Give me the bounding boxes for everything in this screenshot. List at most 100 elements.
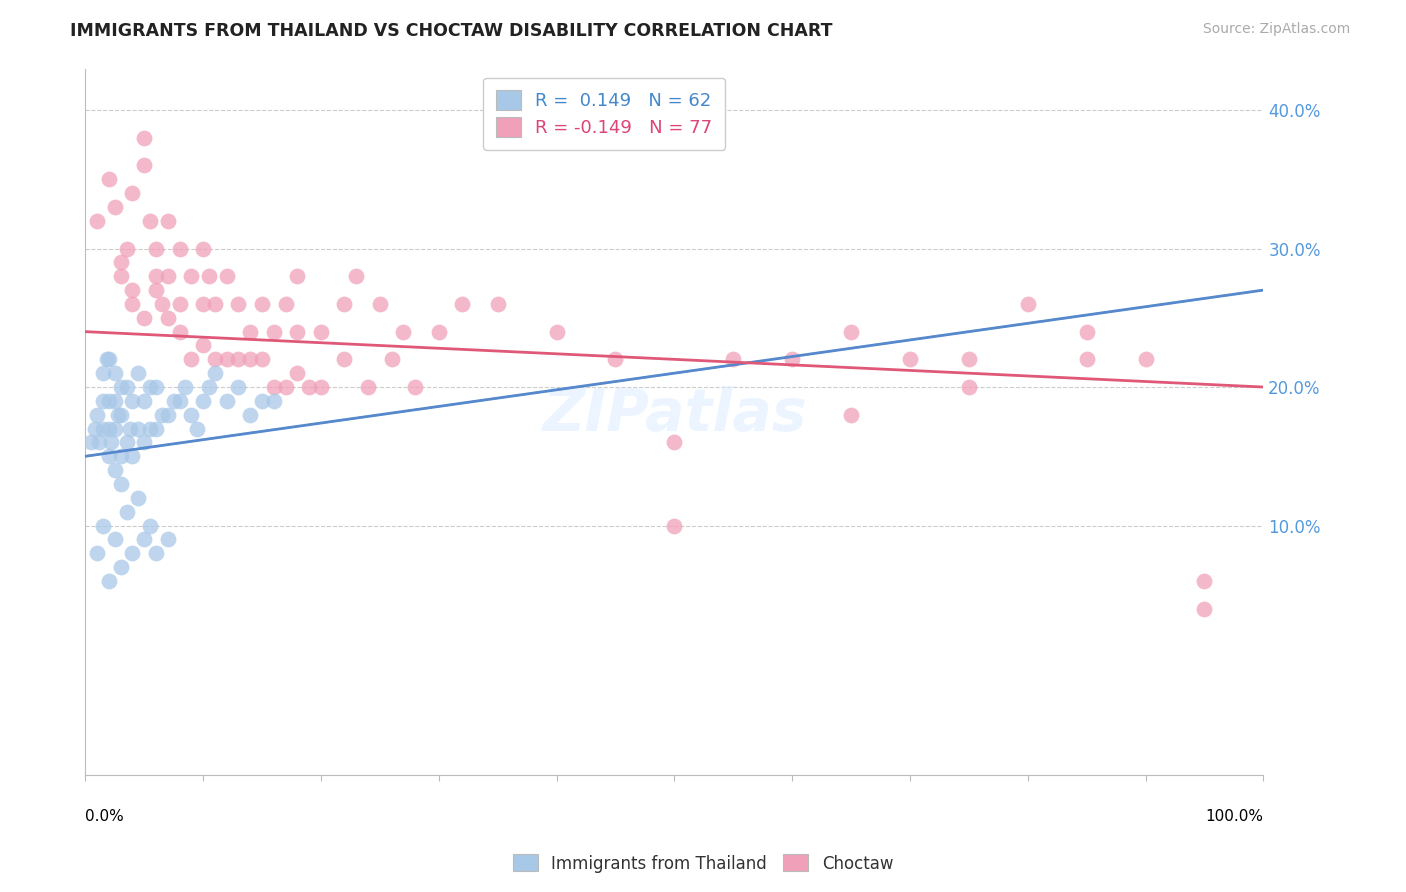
Point xyxy=(156,408,179,422)
Point xyxy=(139,518,162,533)
Point xyxy=(97,393,120,408)
Point xyxy=(97,172,120,186)
Point xyxy=(191,393,214,408)
Point xyxy=(104,421,127,435)
Point xyxy=(228,352,250,367)
Point xyxy=(180,352,202,367)
Point xyxy=(333,352,356,367)
Point xyxy=(156,310,179,325)
Point xyxy=(344,269,367,284)
Point xyxy=(215,269,238,284)
Point xyxy=(145,269,167,284)
Point xyxy=(274,380,297,394)
Point xyxy=(169,325,191,339)
Point xyxy=(191,338,214,352)
Point xyxy=(1194,601,1216,615)
Point xyxy=(1194,574,1216,588)
Point xyxy=(110,450,132,464)
Point xyxy=(180,269,202,284)
Point xyxy=(110,255,132,269)
Point xyxy=(150,297,173,311)
Point xyxy=(107,408,129,422)
Point xyxy=(285,269,308,284)
Point xyxy=(381,352,404,367)
Point xyxy=(198,269,221,284)
Point xyxy=(368,297,391,311)
Point xyxy=(134,533,156,547)
Point xyxy=(427,325,450,339)
Point xyxy=(134,393,156,408)
Point xyxy=(664,435,686,450)
Point xyxy=(228,380,250,394)
Point xyxy=(721,352,744,367)
Point xyxy=(150,408,173,422)
Point xyxy=(239,325,262,339)
Point xyxy=(86,408,108,422)
Text: ZIPatlas: ZIPatlas xyxy=(543,386,807,443)
Point xyxy=(1017,297,1039,311)
Point xyxy=(145,546,167,560)
Point xyxy=(898,352,921,367)
Point xyxy=(115,505,138,519)
Point xyxy=(198,380,221,394)
Point xyxy=(121,546,143,560)
Point xyxy=(80,435,103,450)
Point xyxy=(204,352,226,367)
Point xyxy=(163,393,186,408)
Point xyxy=(239,352,262,367)
Point xyxy=(115,380,138,394)
Point xyxy=(239,408,262,422)
Point xyxy=(127,366,149,380)
Text: IMMIGRANTS FROM THAILAND VS CHOCTAW DISABILITY CORRELATION CHART: IMMIGRANTS FROM THAILAND VS CHOCTAW DISA… xyxy=(70,22,832,40)
Point xyxy=(169,297,191,311)
Point xyxy=(285,325,308,339)
Point xyxy=(180,408,202,422)
Point xyxy=(957,380,980,394)
Point xyxy=(1076,325,1098,339)
Legend: R =  0.149   N = 62, R = -0.149   N = 77: R = 0.149 N = 62, R = -0.149 N = 77 xyxy=(484,78,725,150)
Point xyxy=(250,393,273,408)
Point xyxy=(139,214,162,228)
Point xyxy=(204,366,226,380)
Point xyxy=(89,435,111,450)
Point xyxy=(97,450,120,464)
Point xyxy=(110,269,132,284)
Point xyxy=(145,283,167,297)
Point xyxy=(174,380,197,394)
Point xyxy=(104,393,127,408)
Point xyxy=(250,297,273,311)
Point xyxy=(156,214,179,228)
Text: 100.0%: 100.0% xyxy=(1205,809,1264,824)
Point xyxy=(115,242,138,256)
Point xyxy=(263,393,285,408)
Point xyxy=(333,297,356,311)
Point xyxy=(139,380,162,394)
Point xyxy=(263,380,285,394)
Point xyxy=(134,158,156,172)
Point xyxy=(104,366,127,380)
Point xyxy=(169,393,191,408)
Point xyxy=(91,366,114,380)
Point xyxy=(404,380,426,394)
Point xyxy=(121,393,143,408)
Point xyxy=(134,435,156,450)
Point xyxy=(392,325,415,339)
Point xyxy=(127,421,149,435)
Point xyxy=(115,435,138,450)
Point xyxy=(957,352,980,367)
Point xyxy=(215,393,238,408)
Point xyxy=(104,200,127,214)
Point xyxy=(605,352,627,367)
Point xyxy=(97,574,120,588)
Point xyxy=(546,325,568,339)
Point xyxy=(91,518,114,533)
Point xyxy=(139,421,162,435)
Point xyxy=(145,242,167,256)
Point xyxy=(104,463,127,477)
Text: Source: ZipAtlas.com: Source: ZipAtlas.com xyxy=(1202,22,1350,37)
Point xyxy=(145,421,167,435)
Point xyxy=(97,352,120,367)
Point xyxy=(91,421,114,435)
Point xyxy=(110,408,132,422)
Point xyxy=(780,352,803,367)
